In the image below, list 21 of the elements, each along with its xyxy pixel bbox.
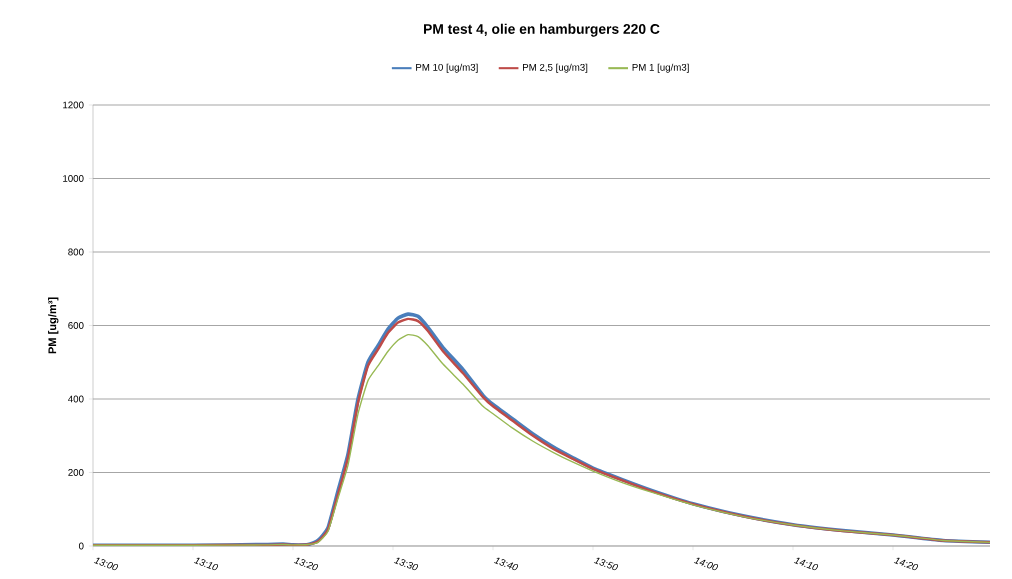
y-tick-label: 200 [68,469,84,476]
y-tick-label: 400 [68,395,84,403]
x-tick-label: 13:30 [393,557,419,571]
y-axis-title: PM [ug/m³] [48,297,59,354]
x-tick-label: 14:10 [793,557,819,571]
x-tick-label: 13:50 [593,557,619,571]
y-tick-label: 1000 [63,175,84,182]
legend-label: PM 10 [ug/m3] [416,63,478,73]
y-tick-label: 0 [78,542,84,550]
y-tick-label: 800 [68,248,84,256]
y-tick-label: 600 [68,322,84,329]
x-tick-label: 14:20 [893,557,919,571]
y-tick-label: 1200 [63,101,84,109]
x-tick-label: 13:20 [293,557,319,571]
x-tick-label: 13:10 [193,557,219,571]
x-tick-label: 13:00 [93,557,119,571]
legend-label: PM 1 [ug/m3] [632,63,689,73]
legend-label: PM 2,5 [ug/m3] [523,63,588,73]
chart-title: PM test 4, olie en hamburgers 220 C [424,23,660,37]
x-tick-label: 13:40 [493,557,519,571]
x-tick-label: 14:00 [693,557,719,571]
